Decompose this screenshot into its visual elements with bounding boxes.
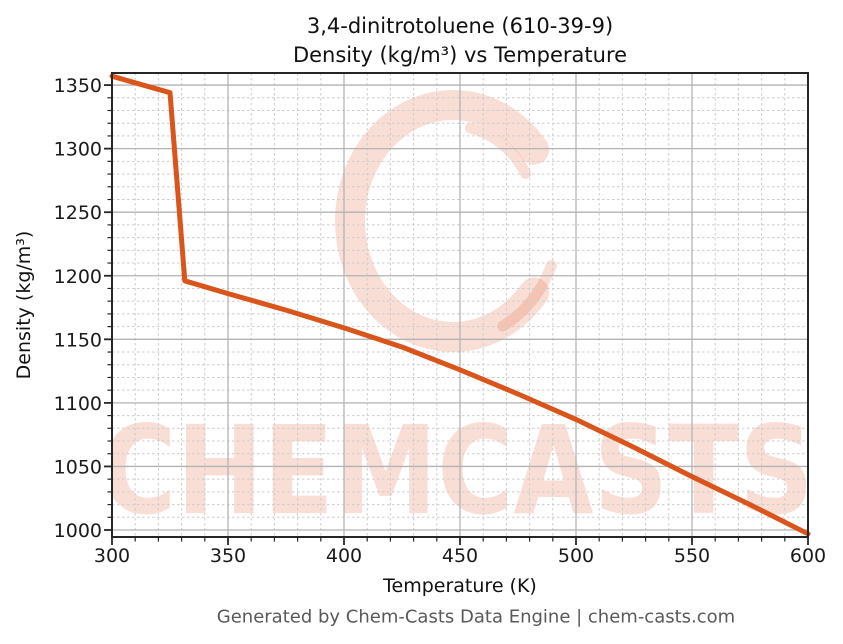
y-axis-label: Density (kg/m³)	[13, 230, 35, 380]
x-axis-label: Temperature (K)	[383, 575, 537, 597]
y-tick-label: 1100	[54, 393, 102, 415]
x-tick-label: 550	[674, 545, 710, 567]
chart-title-line1: 3,4-dinitrotoluene (610-39-9)	[306, 14, 614, 38]
x-tick-label: 500	[558, 545, 594, 567]
y-tick-label: 1250	[54, 202, 102, 224]
tick-label-layer: 300 350 400 450 500 550 600 1000 1050 1100 1150 120…	[54, 75, 826, 567]
y-tick-label: 1200	[54, 266, 102, 288]
x-tick-label: 300	[94, 545, 130, 567]
x-tick-label: 600	[790, 545, 826, 567]
density-series-line	[109, 73, 811, 537]
footer-credit: Generated by Chem-Casts Data Engine | ch…	[216, 606, 736, 628]
x-tick-label: 450	[442, 545, 478, 567]
chart-title-line2: Density (kg/m³) vs Temperature	[292, 43, 628, 67]
y-tick-label: 1300	[54, 139, 102, 161]
tick-layer	[104, 84, 809, 545]
chart-title: 3,4-dinitrotoluene (610-39-9) Density (k…	[112, 12, 808, 70]
major-grid-layer	[111, 73, 809, 537]
x-tick-label: 400	[326, 545, 362, 567]
ring-logo-outer-swoosh-icon	[497, 260, 557, 332]
ring-logo-inner-swoosh-icon	[465, 122, 532, 179]
y-tick-label: 1050	[54, 456, 102, 478]
y-tick-label: 1350	[54, 75, 102, 97]
watermark-text: CHEMCASTS	[100, 400, 813, 542]
watermark-layer: CHEMCASTS	[100, 89, 813, 542]
y-tick-label: 1150	[54, 329, 102, 351]
y-tick-label: 1000	[54, 520, 102, 542]
chemcasts-ring-logo-icon	[335, 89, 550, 353]
x-tick-label: 350	[210, 545, 246, 567]
